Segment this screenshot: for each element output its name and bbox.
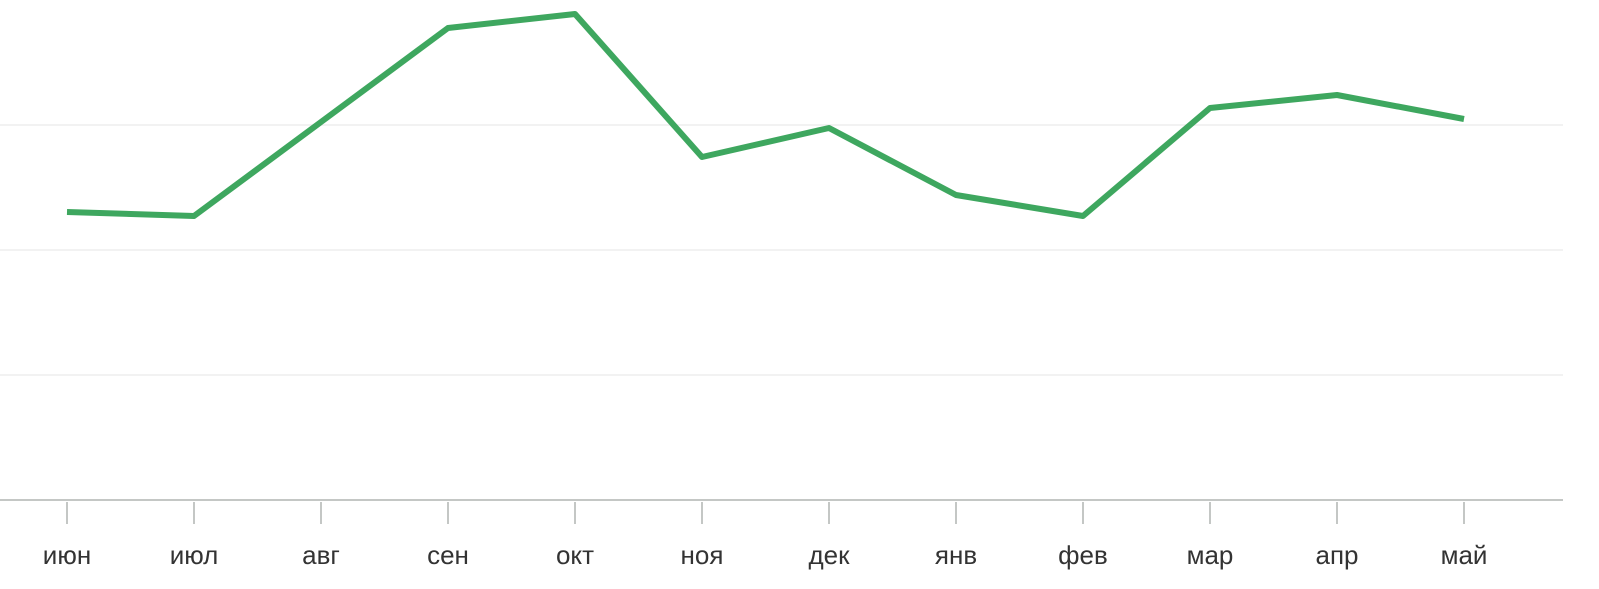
x-tick-label: ноя [681,540,724,570]
x-tick-label: апр [1316,540,1359,570]
x-tick-label: янв [935,540,977,570]
x-tick-label: авг [302,540,340,570]
x-tick-label: сен [427,540,469,570]
x-tick-label: окт [556,540,594,570]
x-tick-label: мар [1187,540,1234,570]
x-tick-label: дек [808,540,850,570]
x-tick-label: июл [170,540,219,570]
x-tick-label: фев [1058,540,1108,570]
x-tick-label: июн [43,540,91,570]
line [66,11,1465,219]
x-tick-label: май [1441,540,1488,570]
